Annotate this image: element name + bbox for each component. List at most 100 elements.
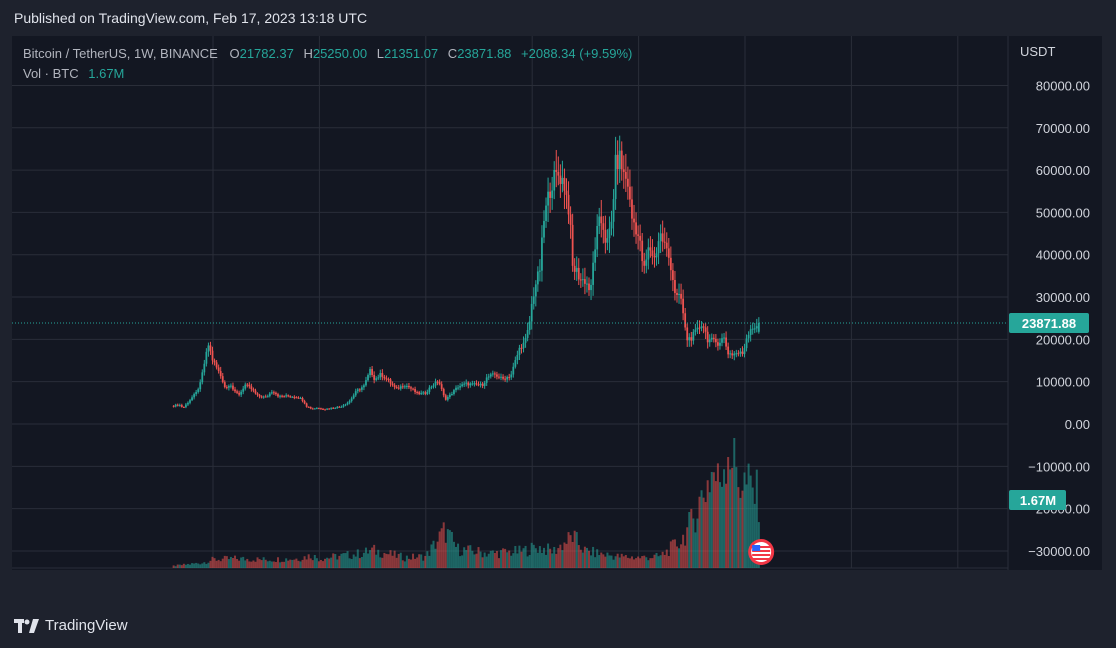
candle-body (201, 372, 204, 383)
candle-body (205, 351, 208, 364)
volume-bar (684, 545, 687, 568)
candle-body (311, 408, 314, 410)
volume-bar (585, 547, 588, 568)
candle-body (301, 397, 304, 402)
candle-body (426, 391, 429, 394)
volume-bar (592, 546, 595, 568)
volume-bar (373, 544, 376, 568)
candle-body (506, 376, 509, 380)
candle (195, 389, 198, 397)
candle (189, 398, 191, 405)
candle-body (260, 396, 263, 398)
candle-body (659, 233, 662, 242)
candle (459, 383, 461, 391)
candle (520, 344, 523, 354)
volume-bar (573, 530, 576, 568)
candle (571, 213, 574, 272)
candle-body (577, 267, 580, 280)
published-note: Published on TradingView.com, Feb 17, 20… (14, 10, 368, 26)
candle (661, 220, 664, 252)
volume-bar (725, 483, 728, 568)
candle (532, 287, 535, 310)
candle-body (745, 338, 748, 349)
volume-bar (604, 556, 607, 568)
volume-tag-label: 1.67M (1020, 493, 1056, 508)
candle-body (653, 256, 656, 258)
volume-bar (518, 545, 521, 568)
volume-bar (326, 557, 329, 568)
candle (174, 403, 177, 408)
candle (745, 334, 748, 352)
volume-bar (367, 553, 370, 568)
footer-brand[interactable]: TradingView (14, 617, 128, 634)
volume-bar (710, 471, 713, 568)
candle (694, 323, 697, 336)
volume-bar (336, 559, 339, 568)
candle-body (629, 186, 631, 200)
candle (559, 164, 562, 198)
candle (465, 379, 468, 387)
candle-body (279, 395, 281, 397)
candle (706, 326, 709, 349)
volume-bar (694, 532, 697, 568)
candle-body (283, 396, 286, 398)
candle-body (516, 354, 519, 361)
volume-bar (379, 557, 382, 568)
volume-bar (649, 558, 652, 568)
volume-bar (553, 546, 556, 568)
candle-body (714, 338, 717, 343)
candle (305, 402, 308, 408)
volume-bar (561, 550, 564, 568)
candle (516, 350, 519, 365)
candle-body (502, 376, 504, 379)
chart-area[interactable]: USDT 80000.00 70000.00 60000.00 50000.00 4000… (12, 36, 1102, 570)
volume-bar (479, 551, 482, 568)
volume-bar (234, 555, 237, 568)
candle (649, 236, 652, 258)
candle-body (199, 382, 202, 390)
candle-body (555, 169, 558, 172)
legend-low-value: 21351.07 (383, 46, 439, 61)
candle (283, 395, 286, 398)
volume-bar (279, 562, 282, 568)
volume-bar (299, 561, 302, 568)
volume-bar (696, 518, 699, 568)
candle (379, 369, 382, 380)
candle-body (299, 397, 302, 399)
candle (604, 215, 607, 254)
candle (215, 360, 218, 370)
candle (395, 385, 398, 389)
volume-bar (348, 558, 351, 568)
us-flag-event-icon[interactable] (748, 539, 775, 565)
price-chart[interactable]: USDT 80000.00 70000.00 60000.00 50000.00 4000… (12, 36, 1102, 570)
volume-bar (620, 553, 623, 568)
candle-body (641, 240, 644, 262)
candle (714, 334, 717, 348)
candle (741, 346, 744, 357)
candle (461, 381, 464, 388)
volume-bar (176, 564, 179, 568)
candle (367, 373, 369, 382)
candle-body (420, 392, 423, 395)
legend-symbol[interactable]: Bitcoin / TetherUS, 1W, BINANCE (23, 46, 218, 61)
volume-bar (459, 556, 462, 568)
volume-bar (383, 552, 386, 568)
volume-bar (508, 550, 511, 568)
volume-bar (692, 518, 695, 568)
candle-body (397, 387, 400, 389)
candle (338, 405, 341, 408)
legend-volume-label[interactable]: Vol · BTC (23, 66, 79, 81)
volume-bar (547, 543, 550, 568)
candle (483, 380, 486, 389)
candle (575, 256, 578, 281)
volume-bar (729, 469, 732, 568)
candle (635, 212, 637, 244)
volume-bar (708, 492, 711, 568)
candle-body (182, 406, 185, 408)
candle-body (567, 194, 570, 215)
candle (270, 389, 273, 395)
volume-bar (432, 540, 435, 568)
candle-body (676, 292, 678, 296)
candle (275, 391, 277, 396)
candle-body (459, 386, 461, 388)
